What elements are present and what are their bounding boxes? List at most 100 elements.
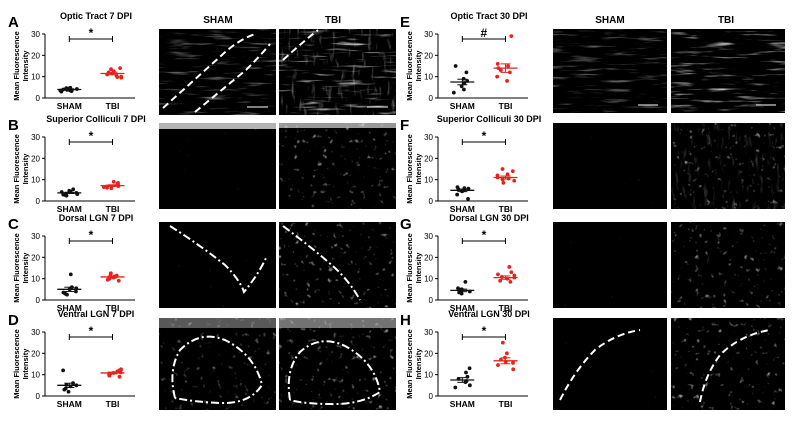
y-tick-label: 10: [31, 275, 40, 284]
scatter-panel-b: B Superior Colliculi 7 DPI Mean Fluorescen…: [8, 114, 146, 214]
scatter-panel-f: F Superior Colliculi 30 DPI Mean Fluoresce…: [400, 114, 541, 214]
y-axis-label: Mean FluorescenceIntensity: [12, 329, 30, 399]
panel-title: Superior Colliculi 7 DPI: [46, 114, 146, 124]
data-point: [505, 172, 510, 177]
significance-marker: *: [89, 26, 94, 40]
data-point: [453, 385, 458, 390]
x-tick-label: SHAM: [450, 204, 475, 214]
data-point: [496, 272, 500, 277]
x-tick-label: TBI: [499, 399, 513, 409]
micrograph-ventral-lgn-7dpi-tbi: [279, 318, 396, 410]
data-point: [119, 74, 124, 79]
y-tick-label: 10: [31, 371, 40, 380]
data-point: [117, 374, 122, 379]
y-axis-label: Mean FluorescenceIntensity: [12, 31, 30, 101]
panel-letter: B: [8, 117, 19, 134]
micrograph-ventral-lgn-7dpi-sham: [159, 318, 276, 410]
data-point: [496, 363, 500, 367]
data-point: [74, 289, 78, 294]
y-tick-label: 20: [31, 349, 40, 358]
panel-letter: A: [8, 14, 19, 31]
data-point: [64, 193, 69, 198]
significance-marker: #: [481, 26, 488, 40]
micrograph-ventral-lgn-30dpi-sham: [553, 318, 667, 410]
panel-letter: H: [400, 312, 411, 329]
panel-title: Dorsal LGN 7 DPI: [59, 213, 134, 223]
micrograph-ventral-lgn-30dpi-tbi: [671, 318, 785, 410]
data-point: [462, 87, 466, 92]
data-point: [500, 177, 505, 182]
y-axis-label-line: Mean Fluorescence: [405, 233, 414, 303]
y-tick-label: 30: [31, 30, 40, 39]
data-point: [115, 75, 120, 79]
x-tick-label: SHAM: [450, 399, 475, 409]
y-tick-label: 20: [31, 51, 40, 60]
x-tick-label: TBI: [499, 204, 513, 214]
x-tick-label: SHAM: [450, 101, 475, 111]
data-point: [61, 192, 66, 197]
y-tick-label: 30: [31, 232, 40, 241]
data-point: [71, 187, 76, 192]
data-point: [118, 66, 122, 71]
micrograph-dorsal-lgn-7dpi-tbi: [279, 222, 396, 308]
significance-marker: *: [89, 228, 94, 242]
x-tick-label: SHAM: [57, 101, 82, 111]
data-point: [500, 340, 505, 345]
y-axis-label-line: Intensity: [414, 252, 423, 284]
y-axis-label-line: Intensity: [414, 348, 423, 380]
x-tick-label: TBI: [499, 101, 513, 111]
data-point: [62, 387, 67, 392]
y-tick-label: 10: [31, 176, 40, 185]
micrograph-optic-tract-30dpi-sham: [553, 29, 667, 113]
data-point: [507, 265, 512, 269]
panel-letter: F: [400, 117, 409, 134]
data-point: [509, 34, 514, 39]
data-point: [68, 272, 73, 277]
data-point: [453, 64, 458, 68]
data-point: [495, 74, 500, 79]
data-point: [467, 383, 472, 388]
data-point: [512, 178, 517, 183]
y-axis-label: Mean FluorescenceIntensity: [405, 134, 423, 204]
y-axis-label-line: Mean Fluorescence: [405, 329, 414, 399]
x-tick-label: SHAM: [57, 303, 82, 313]
y-axis-label: Mean FluorescenceIntensity: [405, 31, 423, 101]
y-axis-label-line: Intensity: [21, 153, 30, 185]
y-tick-label: 0: [429, 197, 434, 206]
y-tick-label: 0: [429, 94, 434, 103]
panel-letter: G: [400, 216, 412, 233]
y-tick-label: 0: [36, 392, 41, 401]
data-point: [61, 368, 66, 373]
panel-title: Ventral LGN 30 DPI: [448, 309, 530, 319]
data-point: [107, 373, 112, 378]
y-tick-label: 30: [424, 133, 433, 142]
scatter-panel-h: H Ventral LGN 30 DPI Mean FluorescenceInte…: [400, 309, 530, 409]
y-axis-label-line: Intensity: [414, 50, 423, 82]
data-point: [63, 291, 68, 296]
y-tick-label: 30: [424, 30, 433, 39]
image-column-label-tbi-right: TBI: [718, 15, 734, 26]
y-tick-label: 10: [424, 275, 433, 284]
data-point: [466, 196, 470, 201]
micrographs: SHAM TBI SHAM TBI: [159, 15, 785, 410]
y-tick-label: 20: [424, 154, 433, 163]
data-point: [466, 186, 471, 191]
scatter-panel-d: D Ventral LGN 7 DPI Mean FluorescenceInten…: [8, 309, 135, 409]
image-column-label-tbi-left: TBI: [325, 15, 341, 26]
micrograph-dorsal-lgn-30dpi-tbi: [671, 222, 785, 308]
panel-title: Optic Tract 30 DPI: [450, 11, 527, 21]
image-column-label-sham-left: SHAM: [203, 15, 232, 26]
micrograph-optic-tract-30dpi-tbi: [671, 29, 785, 113]
x-tick-label: TBI: [106, 204, 120, 214]
panel-letter: C: [8, 216, 19, 233]
y-tick-label: 0: [36, 94, 41, 103]
micrograph-superior-colliculi-7dpi-tbi: [279, 123, 396, 209]
data-point: [116, 180, 120, 185]
y-tick-label: 30: [424, 232, 433, 241]
y-axis-label-line: Mean Fluorescence: [12, 329, 21, 399]
data-point: [498, 68, 503, 73]
x-tick-label: TBI: [106, 303, 120, 313]
x-tick-label: TBI: [499, 303, 513, 313]
micrograph-superior-colliculi-30dpi-tbi: [671, 123, 785, 209]
